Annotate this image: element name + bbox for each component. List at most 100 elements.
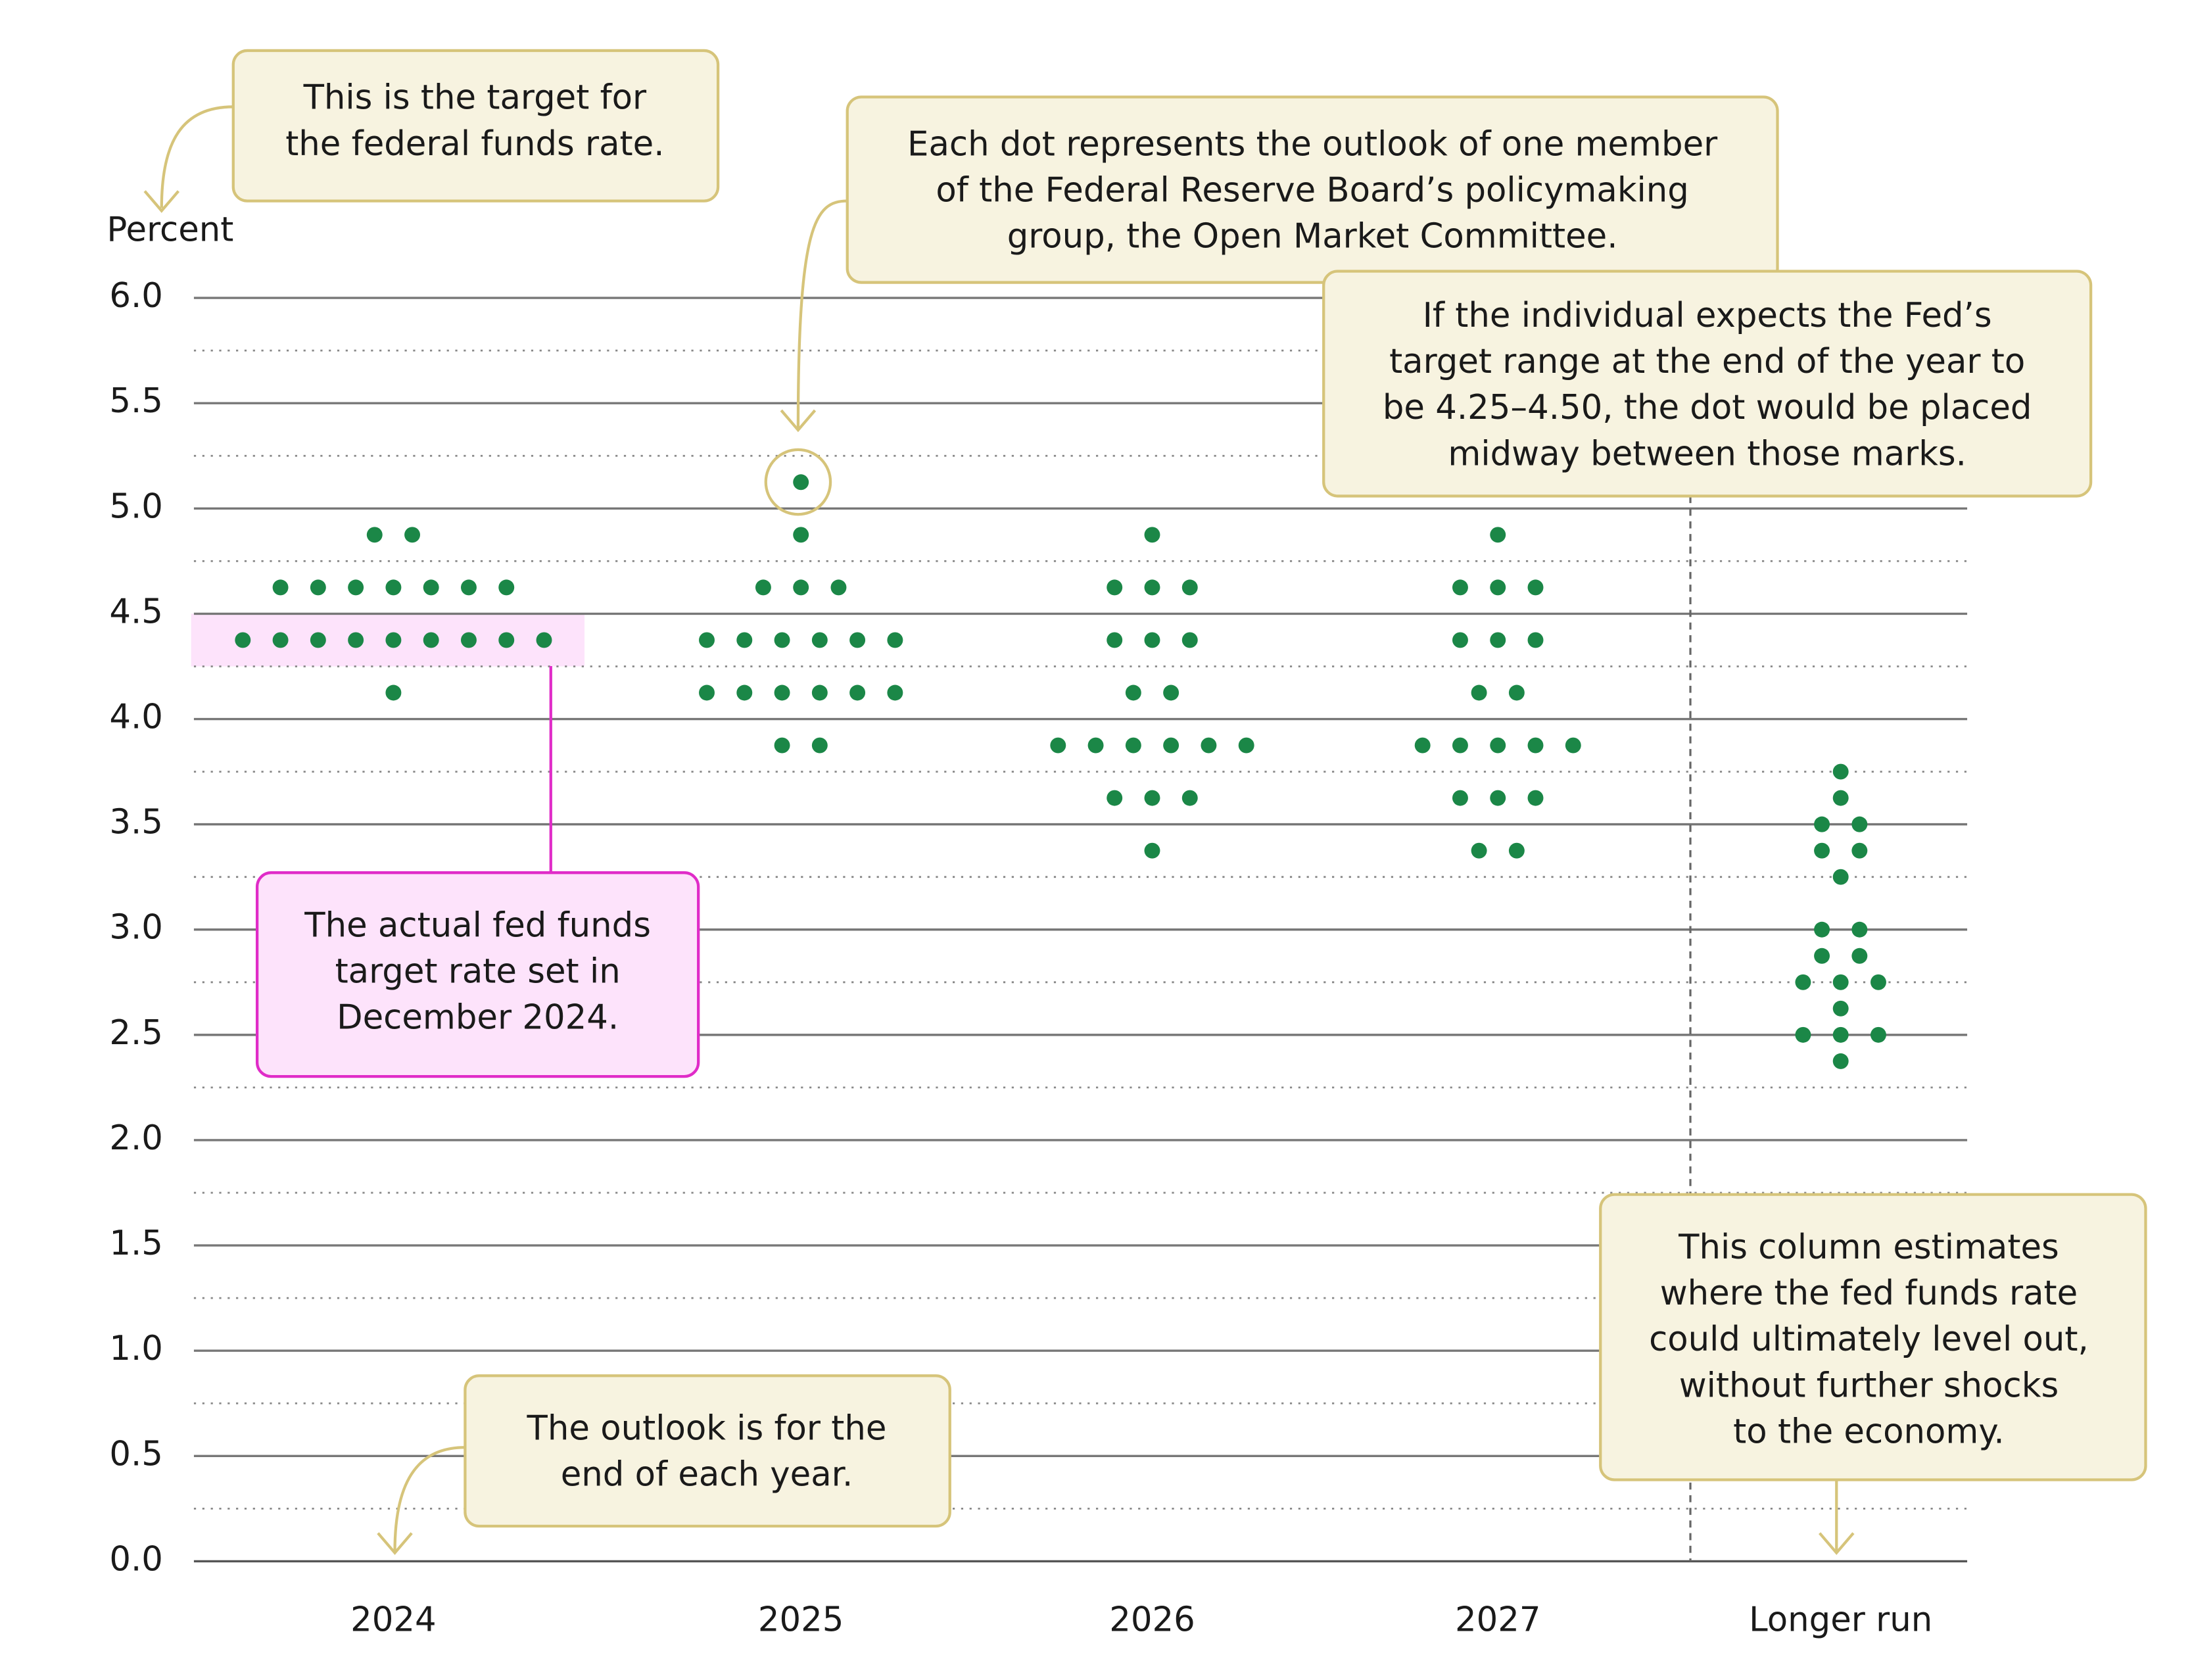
dot bbox=[1163, 684, 1179, 701]
dot bbox=[1144, 790, 1160, 806]
annotation-text: end of each year. bbox=[561, 1455, 853, 1495]
annotation-text: of the Federal Reserve Board’s policymak… bbox=[936, 170, 1688, 210]
arrow bbox=[796, 199, 847, 429]
annotation-text: without further shocks bbox=[1679, 1366, 2059, 1405]
connectors bbox=[143, 105, 1855, 1555]
y-tick-label: 2.0 bbox=[109, 1118, 163, 1158]
annotation-box bbox=[1322, 270, 2093, 498]
dot bbox=[1508, 842, 1525, 859]
dot bbox=[348, 632, 364, 648]
annotation-text: where the fed funds rate bbox=[1660, 1274, 2078, 1313]
dot bbox=[1144, 579, 1160, 596]
y-tick-label: 0.0 bbox=[109, 1539, 163, 1579]
dot bbox=[1490, 737, 1506, 754]
y-tick-label: 4.5 bbox=[109, 592, 163, 631]
dot bbox=[1144, 632, 1160, 648]
dot bbox=[366, 527, 383, 543]
dot bbox=[536, 632, 552, 648]
dot bbox=[385, 632, 402, 648]
x-tick-label: 2026 bbox=[1109, 1600, 1195, 1639]
dot bbox=[310, 579, 326, 596]
y-tick-label: 1.5 bbox=[109, 1224, 163, 1263]
dot bbox=[699, 684, 715, 701]
dot bbox=[460, 632, 477, 648]
y-tick-label: 5.5 bbox=[109, 381, 163, 421]
dot bbox=[404, 527, 421, 543]
dot bbox=[385, 684, 402, 701]
dot bbox=[423, 579, 439, 596]
dot bbox=[1832, 1026, 1849, 1043]
y-tick-label: 6.0 bbox=[109, 276, 163, 316]
dot bbox=[460, 579, 477, 596]
annotation-text: to the economy. bbox=[1733, 1412, 2005, 1451]
dot bbox=[1795, 974, 1811, 990]
dot bbox=[1870, 974, 1886, 990]
dot bbox=[1414, 737, 1431, 754]
annotation-box bbox=[255, 871, 700, 1078]
arrow bbox=[393, 1446, 465, 1552]
dot bbox=[1107, 790, 1123, 806]
annotation-text: This is the target for bbox=[303, 78, 647, 118]
dot bbox=[1181, 632, 1198, 648]
dot bbox=[348, 579, 364, 596]
arrow-head bbox=[1819, 1532, 1855, 1555]
dot bbox=[1795, 1026, 1811, 1043]
dot bbox=[849, 684, 866, 701]
dot bbox=[1832, 974, 1849, 990]
x-tick-label: 2024 bbox=[350, 1600, 437, 1639]
dot bbox=[811, 684, 828, 701]
dot bbox=[1814, 948, 1830, 964]
dot bbox=[1508, 684, 1525, 701]
dot bbox=[811, 632, 828, 648]
dot bbox=[1181, 579, 1198, 596]
dot bbox=[272, 579, 289, 596]
dot bbox=[755, 579, 771, 596]
annotation-text: December 2024. bbox=[337, 998, 619, 1038]
dot bbox=[793, 579, 809, 596]
dot bbox=[1851, 921, 1868, 938]
annotation-text: could ultimately level out, bbox=[1649, 1320, 2089, 1359]
y-tick-label: 2.5 bbox=[109, 1013, 163, 1053]
annotation-text: The outlook is for the bbox=[527, 1409, 887, 1449]
dot bbox=[849, 632, 866, 648]
dot bbox=[887, 684, 903, 701]
dot bbox=[1107, 579, 1123, 596]
highlight-circle bbox=[764, 448, 832, 516]
y-tick-label: 3.0 bbox=[109, 908, 163, 948]
dot bbox=[699, 632, 715, 648]
y-tick-label: 1.0 bbox=[109, 1329, 163, 1368]
dot bbox=[1527, 632, 1544, 648]
dot bbox=[1490, 790, 1506, 806]
annotation-text: If the individual expects the Fed’s bbox=[1423, 296, 1992, 335]
x-tick-label: Longer run bbox=[1749, 1600, 1932, 1639]
dot bbox=[1144, 527, 1160, 543]
annotation-text: midway between those marks. bbox=[1448, 434, 1966, 473]
dot bbox=[498, 632, 515, 648]
dot bbox=[793, 527, 809, 543]
arrow bbox=[160, 105, 233, 208]
dot bbox=[1851, 842, 1868, 859]
annotations: This is the target for the federal funds … bbox=[231, 49, 2147, 1528]
y-tick-label: 4.0 bbox=[109, 698, 163, 737]
y-tick-label: 3.5 bbox=[109, 803, 163, 842]
dot bbox=[1832, 790, 1849, 806]
dot bbox=[1814, 921, 1830, 938]
annotation-text: target range at the end of the year to bbox=[1389, 342, 2025, 381]
x-tick-label: 2027 bbox=[1455, 1600, 1541, 1639]
dot bbox=[1163, 737, 1179, 754]
dots bbox=[235, 474, 1886, 1069]
dot bbox=[774, 737, 790, 754]
dot bbox=[830, 579, 847, 596]
dot bbox=[498, 579, 515, 596]
dot bbox=[1087, 737, 1104, 754]
arrow-head bbox=[377, 1532, 413, 1555]
y-tick-label: 5.0 bbox=[109, 487, 163, 526]
dot bbox=[774, 684, 790, 701]
annotation-box bbox=[464, 1374, 951, 1528]
dot bbox=[423, 632, 439, 648]
annotation-text: target rate set in bbox=[335, 952, 621, 992]
dot bbox=[1107, 632, 1123, 648]
dot bbox=[235, 632, 251, 648]
